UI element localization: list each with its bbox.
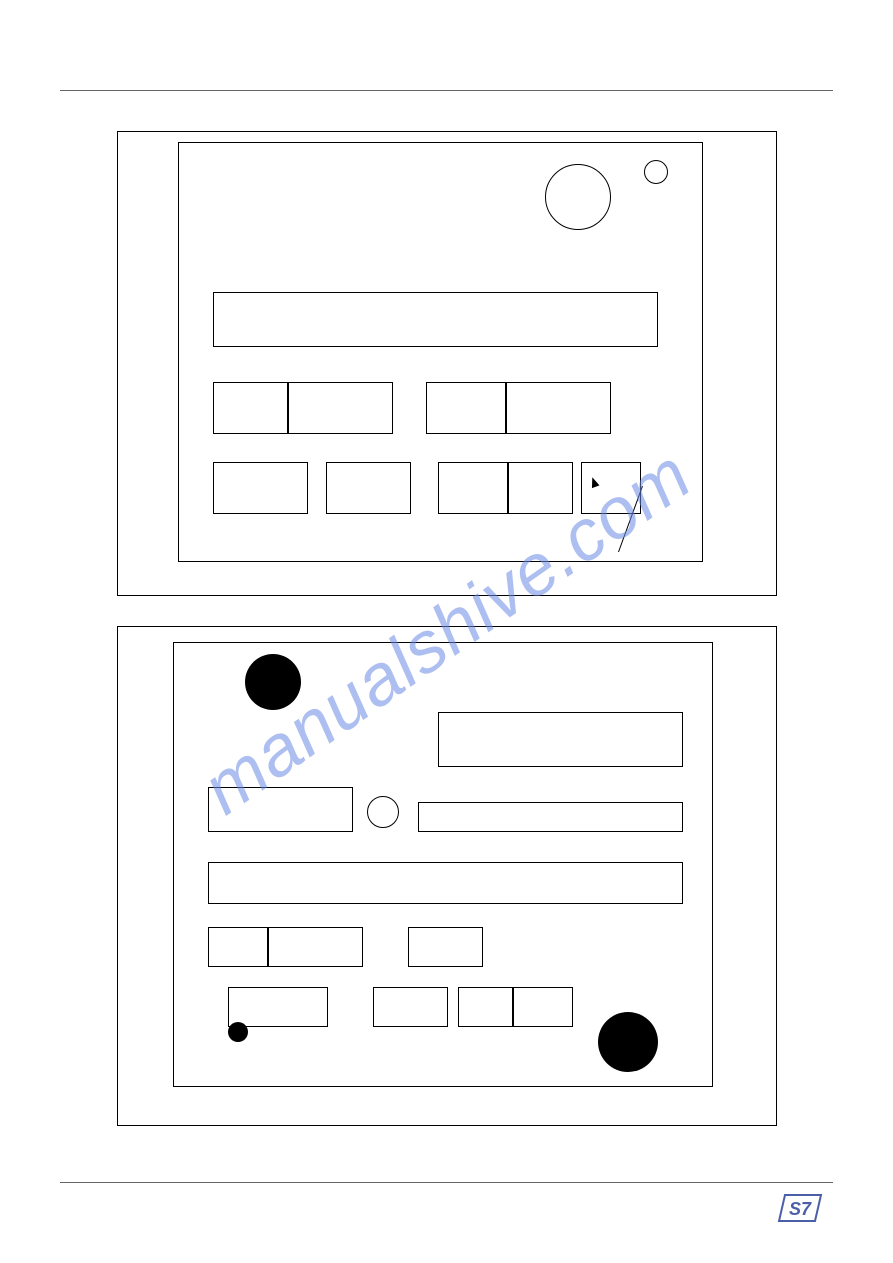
figure-a-row2-box-3 <box>438 462 508 514</box>
figure-a-row2-box-1 <box>213 462 308 514</box>
figure-b-container <box>117 626 777 1126</box>
figure-a-arrow <box>588 477 648 557</box>
footer-divider <box>60 1182 833 1183</box>
figure-a-bar <box>213 292 658 347</box>
figure-b-rect-ml <box>208 787 353 832</box>
st-logo-icon: S7 <box>777 1193 823 1223</box>
figure-b-circle-hollow <box>367 796 399 828</box>
figure-a-row1-box-1 <box>213 382 288 434</box>
figure-b-circle-br <box>598 1012 658 1072</box>
figure-b-row2-box-4 <box>513 987 573 1027</box>
figure-b-row2-box-3 <box>458 987 513 1027</box>
figure-b-row1-box-2 <box>268 927 363 967</box>
figure-b-row2-box-2 <box>373 987 448 1027</box>
figure-a-row2-box-2 <box>326 462 411 514</box>
svg-text:S7: S7 <box>789 1199 812 1219</box>
figure-b-circle-tl <box>245 654 301 710</box>
figure-a-circle-small <box>644 160 668 184</box>
figure-b-row1-box-3 <box>408 927 483 967</box>
figure-b-rect-mr <box>418 802 683 832</box>
figure-a-row2-box-4 <box>508 462 573 514</box>
figure-a-row1-box-3 <box>426 382 506 434</box>
figure-a-container <box>117 131 777 596</box>
figure-a-row1-box-2 <box>288 382 393 434</box>
figure-b-rect-tr <box>438 712 683 767</box>
figure-b-row2-box-1 <box>228 987 328 1027</box>
header-divider <box>60 90 833 91</box>
figure-a-circle-large <box>545 164 611 230</box>
figure-b-row1-box-1 <box>208 927 268 967</box>
figure-a-row1-box-4 <box>506 382 611 434</box>
figure-b-bar <box>208 862 683 904</box>
